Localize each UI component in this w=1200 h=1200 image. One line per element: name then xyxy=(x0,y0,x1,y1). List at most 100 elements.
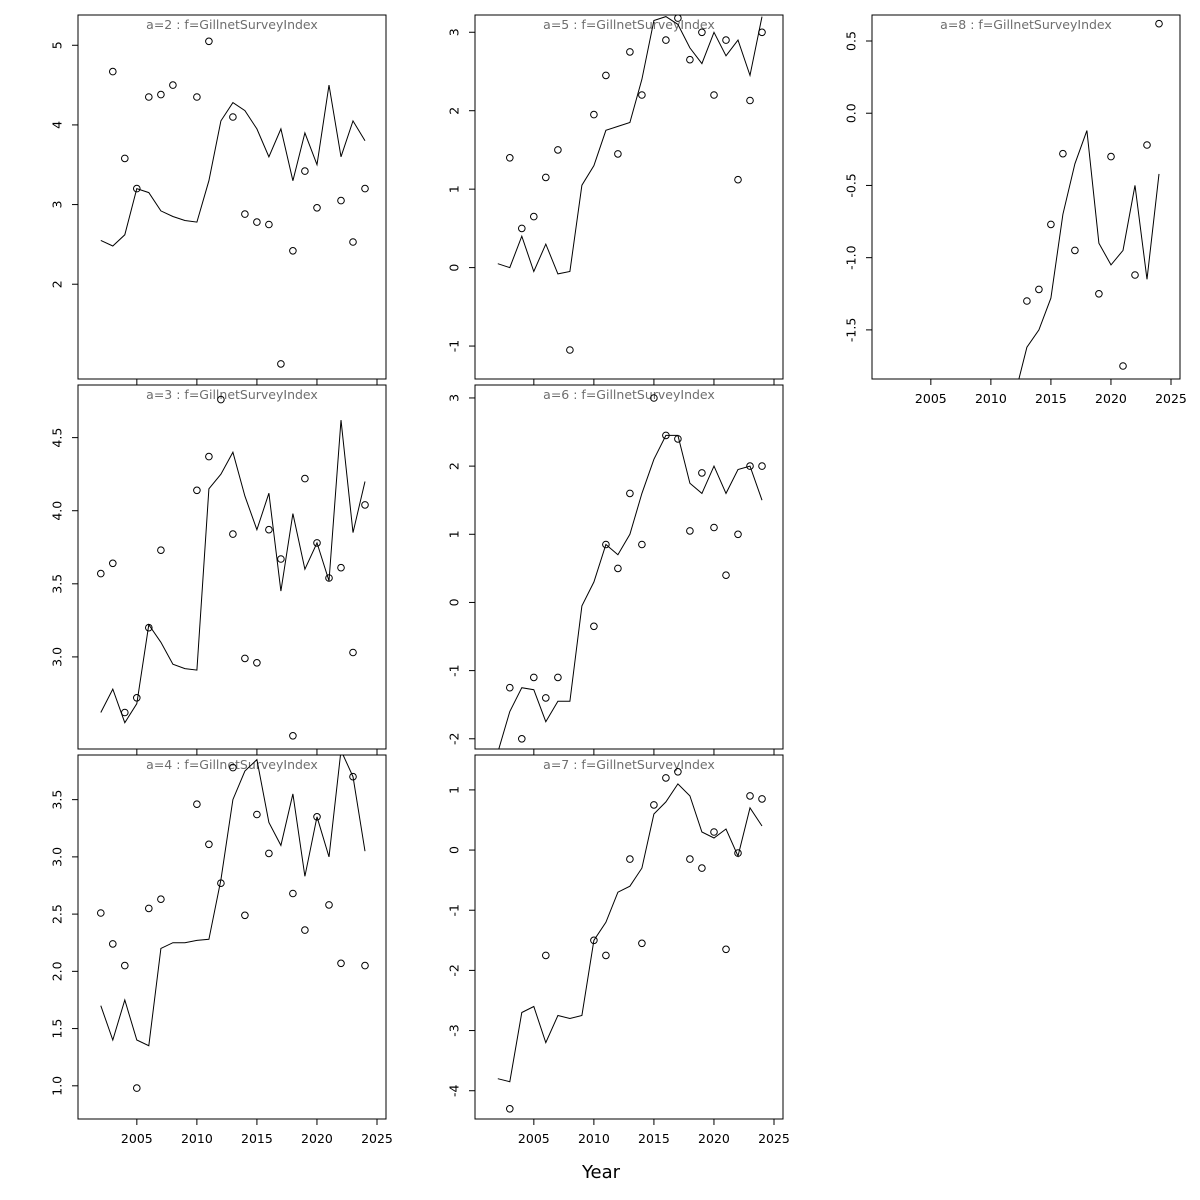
data-point xyxy=(301,926,309,934)
data-point xyxy=(1059,149,1067,158)
data-point xyxy=(193,800,201,809)
data-point xyxy=(746,462,754,470)
data-point xyxy=(145,623,153,632)
panel-title: a=7 : f=GillnetSurveyIndex xyxy=(543,757,715,772)
data-point xyxy=(662,774,670,782)
data-point xyxy=(698,864,706,872)
panel-a7: 2005 2010 2015 2020 2025 -4 -3 -2 -1 0 1 a=7 : f=Gi… xyxy=(413,747,790,1165)
data-point xyxy=(313,539,321,547)
a2-plot-svg: 2 3 4 5 a=2 : f=GillnetSurveyIndex xyxy=(50,14,387,385)
y-tick-label: 5 xyxy=(50,41,65,49)
panel-title: a=8 : f=GillnetSurveyIndex xyxy=(940,17,1112,32)
x-tick-label: 2010 xyxy=(975,391,1007,406)
observed-points xyxy=(506,15,766,354)
a7-plot-svg: 2005 2010 2015 2020 2025 -4 -3 -2 -1 0 1 a=7 : f=Gi… xyxy=(447,754,790,1146)
data-point xyxy=(205,37,213,46)
observed-points xyxy=(97,763,369,1092)
data-point xyxy=(145,93,153,101)
data-point xyxy=(506,1105,514,1113)
y-tick-label: 3.0 xyxy=(50,847,65,867)
data-point xyxy=(746,96,754,105)
fitted-line xyxy=(497,783,763,1083)
data-point xyxy=(265,849,273,858)
data-point xyxy=(313,204,321,212)
data-point xyxy=(734,849,742,857)
data-point xyxy=(241,911,249,920)
data-point xyxy=(205,840,213,849)
panel-title: a=5 : f=GillnetSurveyIndex xyxy=(543,17,715,32)
y-tick-label: 0.5 xyxy=(844,31,859,51)
y-tick-label: -1 xyxy=(447,904,462,916)
plot-box xyxy=(77,754,387,1120)
data-point xyxy=(289,889,297,898)
data-point xyxy=(109,559,117,568)
data-point xyxy=(698,469,706,477)
data-point xyxy=(722,571,730,579)
data-point xyxy=(133,184,141,193)
fitted-line xyxy=(100,755,366,1047)
data-point xyxy=(133,694,141,702)
data-point xyxy=(193,486,201,495)
data-point xyxy=(614,564,622,573)
data-point xyxy=(554,146,562,154)
data-point xyxy=(734,530,742,539)
data-point xyxy=(698,28,706,37)
x-axis-ticks xyxy=(136,749,378,755)
x-tick-label: 2005 xyxy=(915,391,947,406)
data-point xyxy=(506,683,514,692)
data-point xyxy=(1035,285,1043,294)
x-tick-label: 2025 xyxy=(361,1131,392,1146)
data-point xyxy=(554,673,562,682)
data-point xyxy=(1143,141,1151,149)
data-point xyxy=(121,961,129,970)
data-point xyxy=(686,527,694,535)
data-point xyxy=(650,801,658,809)
y-tick-label: -1.5 xyxy=(844,318,859,342)
data-point xyxy=(241,654,249,663)
data-point xyxy=(361,501,369,509)
x-tick-label: 2010 xyxy=(578,1131,610,1146)
data-point xyxy=(518,735,526,743)
data-point xyxy=(710,91,718,99)
data-point xyxy=(674,768,682,776)
y-tick-label: 3.5 xyxy=(50,790,65,810)
data-point xyxy=(662,431,670,440)
y-tick-label: 3 xyxy=(447,28,462,36)
data-point xyxy=(109,940,117,948)
panel-title: a=3 : f=GillnetSurveyIndex xyxy=(146,387,318,402)
data-point xyxy=(349,648,357,657)
data-point xyxy=(638,91,646,99)
data-point xyxy=(674,435,682,443)
data-point xyxy=(337,563,345,572)
data-point xyxy=(506,154,514,162)
data-point xyxy=(734,175,742,184)
data-point xyxy=(217,395,225,404)
data-point xyxy=(157,895,165,903)
data-point xyxy=(337,196,345,205)
x-tick-label: 2025 xyxy=(758,1131,789,1146)
data-point xyxy=(746,792,754,800)
y-tick-label: 4 xyxy=(50,121,65,129)
fitted-line xyxy=(498,434,763,749)
data-point xyxy=(133,1084,141,1092)
x-axis-ticks xyxy=(533,749,775,755)
data-point xyxy=(638,939,646,948)
data-point xyxy=(205,452,213,461)
data-point xyxy=(1071,246,1079,255)
panel-a3: 3.0 3.5 4.0 4.5 a=3 : f=GillnetSurveyIndex xyxy=(16,377,392,795)
observed-points xyxy=(1023,19,1163,370)
observed-points xyxy=(506,394,766,743)
data-point xyxy=(301,167,309,175)
data-point xyxy=(325,574,333,582)
data-point xyxy=(121,154,129,163)
data-point xyxy=(349,772,357,781)
panel-title: a=6 : f=GillnetSurveyIndex xyxy=(543,387,715,402)
data-point xyxy=(337,959,345,968)
fitted-line xyxy=(1018,130,1160,379)
y-tick-label: 1.0 xyxy=(50,1076,65,1096)
x-axis-ticks: 2005 2010 2015 2020 2025 xyxy=(915,379,1187,406)
data-point xyxy=(289,247,297,255)
y-tick-label: -4 xyxy=(447,1084,462,1097)
panel-a4: 2005 2010 2015 2020 2025 1.0 1.5 2.0 2.5 3.0 3.5 a=… xyxy=(16,747,393,1165)
